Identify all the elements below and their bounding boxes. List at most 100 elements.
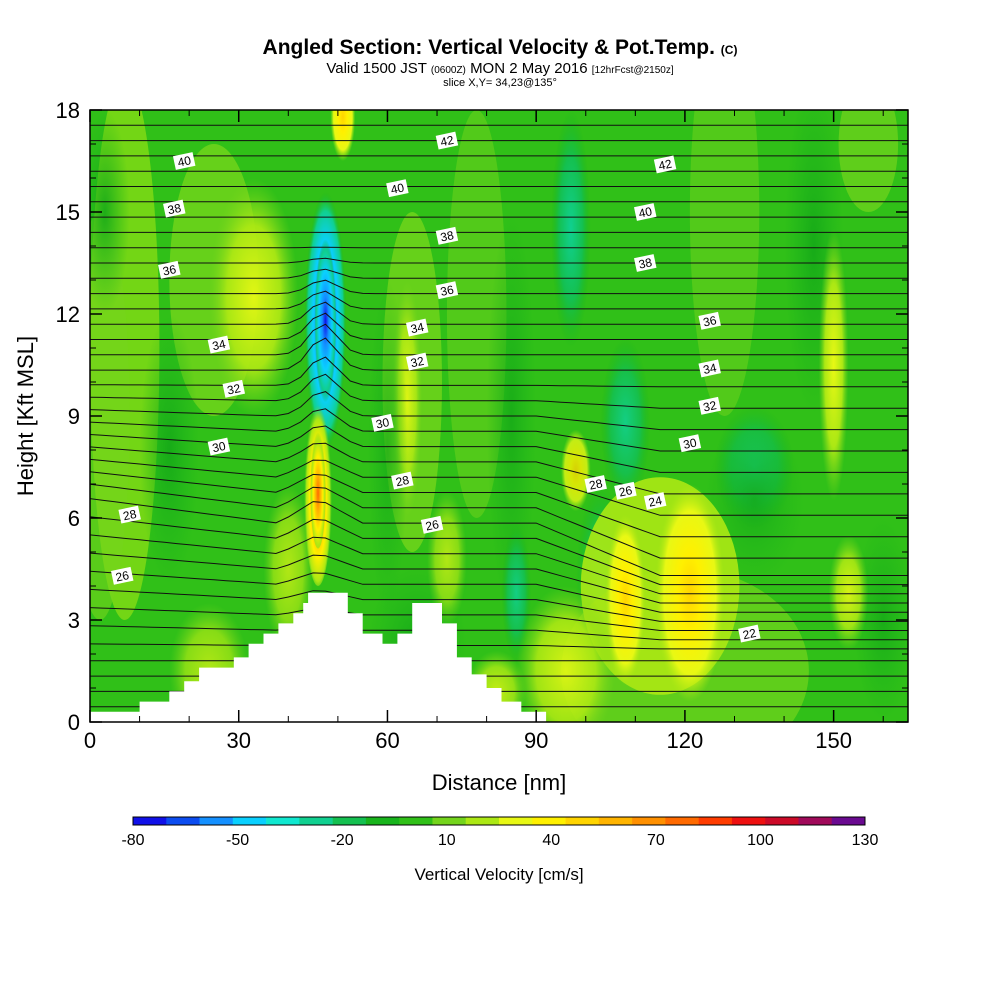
contour-label-text: 42 xyxy=(439,133,455,150)
contour-label-text: 40 xyxy=(637,204,653,221)
chart-title-text: Angled Section: Vertical Velocity & Pot.… xyxy=(262,36,715,59)
contour-label-box xyxy=(172,152,196,170)
isentrope-line xyxy=(90,301,908,325)
contour-label-box xyxy=(118,505,141,524)
contour-label-text: 30 xyxy=(682,435,698,452)
y-tick-label: 9 xyxy=(68,404,80,429)
contour-label-box xyxy=(738,624,761,643)
colorbar-swatch xyxy=(232,817,267,825)
contour-labels: 40 38 36 34 32 30 28 26 42 40 38 36 34 32 30 28 26 42 40 38… xyxy=(110,131,761,643)
contour-label-box xyxy=(643,492,667,510)
isentrope-line xyxy=(90,391,908,431)
contour-label: 38 xyxy=(435,226,459,245)
contour-label-box xyxy=(158,260,181,279)
potential-temperature-contours xyxy=(90,110,908,708)
contour-label: 26 xyxy=(614,481,637,500)
colorbar-swatch xyxy=(465,817,500,825)
velocity-cell xyxy=(139,314,200,586)
velocity-cell xyxy=(600,337,651,508)
contour-label-box xyxy=(634,203,657,221)
contour-label: 36 xyxy=(158,260,181,279)
valid-date: MON 2 May 2016 xyxy=(470,60,588,77)
contour-label-text: 30 xyxy=(211,439,227,456)
y-tick-label: 15 xyxy=(56,200,80,225)
velocity-field xyxy=(90,110,908,722)
colorbar-label: Vertical Velocity [cm/s] xyxy=(414,865,583,884)
contour-label-box xyxy=(207,437,231,456)
contour-label-box xyxy=(420,515,444,534)
velocity-cell xyxy=(551,110,591,348)
contour-label: 30 xyxy=(678,434,702,453)
chart-subtitle-slice: slice X,Y= 34,23@135° xyxy=(443,77,557,89)
isentrope-line xyxy=(90,246,908,249)
y-tick-label: 6 xyxy=(68,506,80,531)
contour-label-box xyxy=(371,413,394,432)
contour-label-text: 40 xyxy=(389,180,405,197)
isentrope-line xyxy=(90,483,908,559)
contour-label: 36 xyxy=(698,311,721,330)
colorbar-swatch xyxy=(565,817,600,825)
velocity-cell xyxy=(818,229,849,501)
contour-label-text: 38 xyxy=(637,255,653,272)
chart-subtitle-valid: Valid 1500 JST (0600Z) MON 2 May 2016 [1… xyxy=(0,60,1000,77)
contour-label-text: 28 xyxy=(122,507,138,524)
isentrope-line xyxy=(90,588,908,622)
contour-label: 32 xyxy=(405,352,429,371)
isentrope-line xyxy=(90,279,908,295)
isentrope-line xyxy=(90,268,908,279)
isentrope-line xyxy=(90,607,908,631)
chart-title-suffix: (C) xyxy=(720,43,738,57)
contour-label-text: 38 xyxy=(439,228,455,245)
velocity-cell xyxy=(367,280,408,620)
isentrope-line xyxy=(90,625,908,641)
colorbar-swatch xyxy=(266,817,300,825)
contour-label-box xyxy=(222,379,246,398)
contour-label: 28 xyxy=(391,471,414,490)
y-axis-label: Height [Kft MSL] xyxy=(13,336,38,496)
contour-label-text: 32 xyxy=(702,398,718,415)
colorbar-swatch xyxy=(365,817,400,825)
contour-label-text: 36 xyxy=(439,282,455,299)
contour-label-box xyxy=(584,475,607,493)
contour-label-text: 38 xyxy=(166,201,182,218)
contour-label-text: 34 xyxy=(409,320,425,337)
colorbar-swatch xyxy=(831,817,866,825)
y-tick-label: 18 xyxy=(56,98,80,123)
colorbar-tick-label: 40 xyxy=(542,832,560,849)
contour-label: 42 xyxy=(653,155,677,174)
contour-label-box xyxy=(435,131,459,150)
contour-label-box xyxy=(405,318,429,337)
contour-label-box xyxy=(435,281,459,300)
contour-label-box xyxy=(207,335,231,354)
x-tick-label: 150 xyxy=(815,728,852,753)
contour-label: 40 xyxy=(386,179,409,198)
x-tick-label: 0 xyxy=(84,728,96,753)
contour-label: 28 xyxy=(584,475,607,493)
contour-label-text: 34 xyxy=(702,361,718,378)
contour-label: 32 xyxy=(222,379,246,398)
terrain-mask xyxy=(90,592,908,722)
velocity-cell xyxy=(853,518,908,722)
contour-label-text: 24 xyxy=(647,493,663,510)
velocity-cell xyxy=(838,110,899,212)
contour-label: 26 xyxy=(110,566,134,585)
isentrope-line xyxy=(90,516,908,586)
contour-label: 24 xyxy=(643,492,667,510)
colorbar-swatch xyxy=(698,817,733,825)
contour-label-box xyxy=(386,179,409,198)
isentrope-line xyxy=(90,552,908,604)
contour-label-box xyxy=(405,352,429,371)
contour-label-text: 30 xyxy=(375,415,391,432)
contour-label: 36 xyxy=(435,281,459,300)
colorbar-swatch xyxy=(332,817,367,825)
contour-label-text: 26 xyxy=(114,568,130,585)
colorbar-swatch xyxy=(665,817,699,825)
colorbar-swatch xyxy=(499,817,533,825)
contour-label-text: 32 xyxy=(226,381,242,398)
colorbar-swatch xyxy=(765,817,799,825)
colorbar-swatch xyxy=(133,817,167,825)
contour-label: 40 xyxy=(634,203,657,221)
x-tick-label: 60 xyxy=(375,728,399,753)
